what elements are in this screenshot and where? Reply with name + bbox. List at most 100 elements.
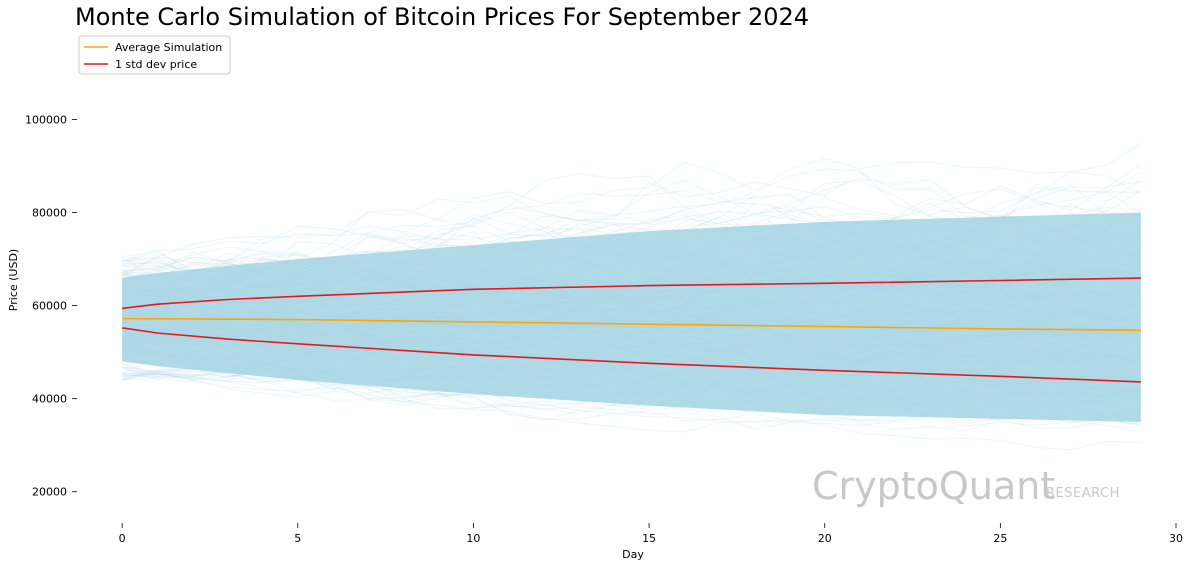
simulation-path bbox=[122, 351, 1141, 380]
x-tick-label: 5 bbox=[294, 532, 301, 545]
simulation-path bbox=[122, 208, 1141, 277]
simulation-path bbox=[122, 291, 1142, 363]
simulation-path bbox=[122, 184, 1142, 318]
simulation-path bbox=[122, 307, 1141, 382]
x-tick-label: 0 bbox=[119, 532, 126, 545]
simulation-path bbox=[122, 370, 1141, 430]
simulation-path bbox=[121, 230, 1142, 324]
simulation-path bbox=[122, 290, 1141, 352]
simulation-path bbox=[122, 279, 1142, 372]
simulation-path bbox=[122, 331, 1142, 424]
simulation-path bbox=[122, 239, 1142, 294]
simulation-path bbox=[122, 361, 1142, 401]
simulation-path bbox=[122, 293, 1142, 342]
simulation-path bbox=[122, 256, 1142, 328]
x-axis-label: Day bbox=[622, 548, 644, 561]
simulation-path bbox=[122, 205, 1141, 300]
simulation-path bbox=[122, 258, 1141, 333]
simulation-path bbox=[122, 190, 1142, 317]
simulation-path bbox=[121, 281, 1141, 346]
simulation-path bbox=[122, 311, 1141, 433]
simulation-path bbox=[122, 234, 1142, 299]
simulation-path bbox=[122, 305, 1141, 381]
simulation-path bbox=[122, 241, 1141, 314]
simulation-path bbox=[122, 341, 1141, 399]
simulation-path bbox=[122, 369, 1141, 451]
simulation-path bbox=[122, 288, 1141, 364]
simulation-path bbox=[122, 234, 1142, 308]
simulation-path bbox=[122, 206, 1141, 291]
simulation-path bbox=[122, 278, 1141, 345]
simulation-path bbox=[122, 329, 1141, 373]
simulation-path bbox=[122, 292, 1141, 353]
simulation-path bbox=[122, 275, 1141, 345]
x-tick-label: 20 bbox=[818, 532, 832, 545]
simulation-path bbox=[122, 269, 1141, 340]
simulation-path bbox=[122, 254, 1142, 318]
simulation-path bbox=[122, 262, 1141, 372]
simulation-path bbox=[122, 205, 1141, 305]
simulation-path bbox=[121, 202, 1141, 339]
simulation-path bbox=[122, 267, 1141, 333]
y-tick-label: 20000 bbox=[32, 486, 67, 499]
simulation-path bbox=[122, 286, 1141, 363]
y-tick-label: 40000 bbox=[32, 393, 67, 406]
simulation-path bbox=[122, 329, 1141, 389]
simulation-path bbox=[122, 225, 1142, 312]
simulation-path bbox=[122, 260, 1142, 301]
simulation-path bbox=[122, 325, 1141, 393]
simulation-path bbox=[121, 171, 1142, 277]
simulation-path bbox=[122, 193, 1141, 303]
simulation-dense-band bbox=[122, 212, 1141, 422]
watermark-sub-text: RESEARCH bbox=[1046, 486, 1120, 501]
simulation-path bbox=[122, 241, 1141, 300]
series-std-upper-line bbox=[122, 277, 1141, 310]
simulation-path bbox=[122, 214, 1142, 299]
simulation-path bbox=[122, 355, 1141, 396]
simulation-path bbox=[122, 320, 1142, 361]
simulation-path bbox=[122, 246, 1141, 351]
simulation-path bbox=[122, 273, 1141, 319]
simulation-path bbox=[122, 363, 1141, 426]
simulation-path bbox=[122, 262, 1142, 341]
simulation-path bbox=[122, 268, 1142, 337]
simulation-path bbox=[122, 369, 1141, 423]
simulation-path bbox=[122, 295, 1141, 347]
simulation-path bbox=[122, 342, 1142, 401]
simulation-path bbox=[122, 326, 1141, 365]
simulation-path bbox=[122, 338, 1141, 380]
simulation-path bbox=[122, 251, 1141, 357]
watermark-main-text: CryptoQuant bbox=[812, 464, 1055, 508]
simulation-band-layer bbox=[121, 142, 1142, 451]
series-average-line bbox=[122, 317, 1141, 332]
simulation-path bbox=[121, 287, 1142, 341]
simulation-path bbox=[122, 256, 1142, 345]
simulation-path bbox=[122, 340, 1141, 393]
axes-layer: 0 5 10 15 20 25 30 20000 40000 60000 80000 100000 bbox=[25, 113, 1183, 545]
x-tick-label: 30 bbox=[1169, 532, 1183, 545]
simulation-path bbox=[122, 346, 1141, 402]
y-tick-label: 100000 bbox=[25, 113, 67, 126]
simulation-path bbox=[122, 315, 1142, 374]
simulation-path bbox=[122, 187, 1141, 268]
simulation-path bbox=[122, 259, 1142, 337]
series-layer bbox=[122, 277, 1141, 383]
simulation-path bbox=[122, 325, 1141, 395]
simulation-path bbox=[122, 307, 1141, 384]
simulation-path bbox=[122, 306, 1142, 357]
simulation-path bbox=[122, 304, 1142, 381]
simulation-path bbox=[122, 268, 1141, 344]
simulation-path bbox=[122, 339, 1141, 366]
simulation-path bbox=[122, 249, 1142, 326]
simulation-path bbox=[122, 289, 1141, 328]
simulation-path bbox=[122, 313, 1142, 375]
simulation-path bbox=[122, 336, 1142, 412]
simulation-path bbox=[122, 283, 1142, 372]
simulation-path bbox=[122, 209, 1141, 297]
simulation-path bbox=[122, 240, 1141, 301]
simulation-path bbox=[122, 297, 1141, 342]
simulation-path bbox=[122, 318, 1142, 377]
simulation-path bbox=[122, 267, 1141, 323]
legend: Average Simulation 1 std dev price bbox=[78, 35, 231, 75]
simulation-path bbox=[122, 269, 1141, 366]
